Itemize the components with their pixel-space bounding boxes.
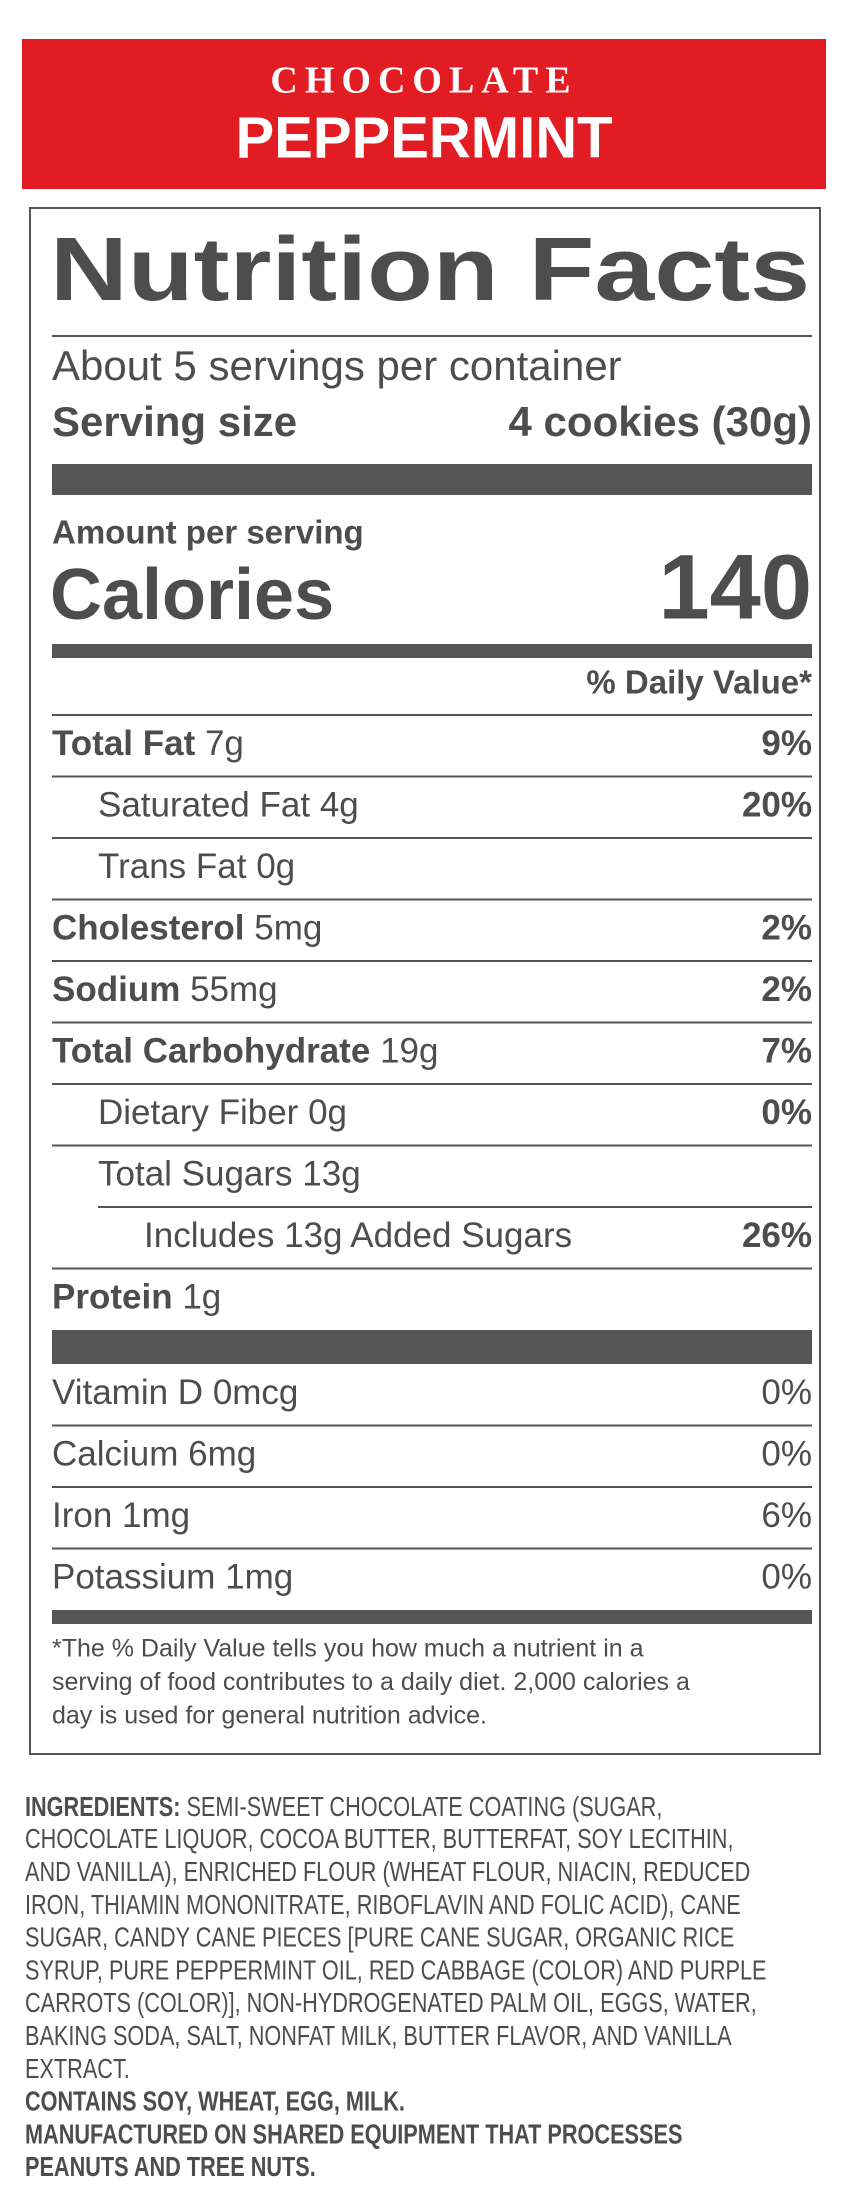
nutrient-dv: 2%: [761, 970, 812, 1009]
vitamin-dv: 0%: [761, 1435, 812, 1474]
ingredients-line: INGREDIENTS: SEMI-SWEET CHOCOLATE COATIN…: [25, 1791, 662, 1822]
nutrient-text: Saturated Fat 4g: [98, 786, 359, 825]
nutrient-text: Protein 1g: [52, 1278, 221, 1317]
nutrient-text: Includes 13g Added Sugars: [144, 1216, 572, 1255]
nutrient-name: Total Carbohydrate: [52, 1032, 370, 1071]
servings: About 5 servings per container: [52, 342, 622, 389]
footnote: serving of food contributes to a daily d…: [52, 1668, 690, 1696]
vitamin-text: Iron 1mg: [52, 1496, 190, 1535]
ingredients-label: INGREDIENTS:: [25, 1791, 180, 1822]
nutrient-text: Total Sugars 13g: [98, 1155, 361, 1194]
nutrient-name: Protein: [52, 1278, 173, 1317]
nutrient-dv: 26%: [742, 1216, 812, 1255]
nutrient-name: Saturated Fat: [98, 786, 310, 825]
footnote: *The % Daily Value tells you how much a …: [52, 1635, 644, 1663]
ingredients-text: SEMI-SWEET CHOCOLATE COATING (SUGAR,: [186, 1791, 662, 1822]
nutrient-amount: 4g: [320, 786, 359, 825]
banner-line1: CHOCOLATE: [270, 60, 577, 102]
vitamin-name: Vitamin D: [52, 1373, 203, 1412]
vitamin-amount: 0mcg: [213, 1373, 299, 1412]
nutrient-name: Sodium: [52, 970, 180, 1009]
nutrient-amount: 0g: [256, 847, 295, 886]
nutrient-text: Total Fat 7g: [52, 724, 244, 763]
nutrient-name: Trans Fat: [98, 847, 247, 886]
serving-size-value: 4 cookies (30g): [509, 398, 812, 445]
vitamin-name: Iron: [52, 1496, 112, 1535]
nutrient-text: Trans Fat 0g: [98, 847, 295, 886]
nutrient-amount: 19g: [380, 1032, 438, 1071]
vitamin-dv: 6%: [761, 1496, 812, 1535]
serving-size-label: Serving size: [52, 398, 297, 445]
nutrient-name: Total Sugars: [98, 1155, 293, 1194]
ingredients-line: BAKING SODA, SALT, NONFAT MILK, BUTTER F…: [25, 2020, 732, 2051]
calories-label: Calories: [50, 555, 334, 635]
nutrient-amount: 55mg: [190, 970, 278, 1009]
nutrient-rows: Total Fat 7g 9% Saturated Fat 4g 20% Trans F…: [52, 724, 812, 1730]
footnote: day is used for general nutrition advice…: [52, 1702, 487, 1730]
calories-value: 140: [659, 536, 813, 638]
nutrient-name: Includes 13g Added Sugars: [144, 1216, 572, 1255]
vitamin-dv: 0%: [761, 1373, 812, 1412]
ingredients-line: CARROTS (COLOR)], NON-HYDROGENATED PALM …: [25, 1988, 757, 2019]
vitamin-text: Vitamin D 0mcg: [52, 1373, 298, 1412]
banner-line2: PEPPERMINT: [235, 105, 612, 170]
banner: [22, 39, 826, 189]
allergen-line: PEANUTS AND TREE NUTS.: [25, 2152, 316, 2183]
vitamin-amount: 6mg: [188, 1435, 256, 1474]
ingredients: INGREDIENTS: SEMI-SWEET CHOCOLATE COATIN…: [25, 1791, 766, 2183]
ingredients-line: IRON, THIAMIN MONONITRATE, RIBOFLAVIN AN…: [25, 1889, 741, 1920]
medium-bar: [52, 1610, 812, 1624]
ingredients-line: SUGAR, CANDY CANE PIECES [PURE CANE SUGA…: [25, 1922, 734, 1953]
dv-header: % Daily Value*: [586, 664, 812, 701]
vitamin-name: Potassium: [52, 1558, 215, 1597]
nutrient-amount: 13g: [302, 1155, 360, 1194]
vitamin-amount: 1mg: [225, 1558, 293, 1597]
ingredients-line: SYRUP, PURE PEPPERMINT OIL, RED CABBAGE …: [25, 1955, 766, 1986]
ingredients-line: AND VANILLA), ENRICHED FLOUR (WHEAT FLOU…: [25, 1856, 750, 1887]
nutrient-text: Total Carbohydrate 19g: [52, 1032, 438, 1071]
allergen-line: CONTAINS SOY, WHEAT, EGG, MILK.: [25, 2086, 405, 2117]
allergen-line: MANUFACTURED ON SHARED EQUIPMENT THAT PR…: [25, 2119, 682, 2150]
label-title: Nutrition Facts: [50, 220, 810, 320]
nutrient-amount: 5mg: [254, 909, 322, 948]
vitamin-amount: 1mg: [122, 1496, 190, 1535]
nutrient-name: Cholesterol: [52, 909, 245, 948]
thick-bar: [52, 1330, 812, 1364]
nutrient-amount: 0g: [308, 1093, 347, 1132]
nutrient-dv: 0%: [761, 1093, 812, 1132]
thick-bar: [52, 464, 812, 495]
medium-bar: [52, 644, 812, 658]
nutrient-text: Dietary Fiber 0g: [98, 1093, 347, 1132]
nutrient-dv: 9%: [761, 724, 812, 763]
nutrient-amount: 1g: [182, 1278, 221, 1317]
vitamin-text: Potassium 1mg: [52, 1558, 293, 1597]
nutrient-dv: 20%: [742, 786, 812, 825]
vitamin-dv: 0%: [761, 1558, 812, 1597]
ingredients-line: EXTRACT.: [25, 2053, 130, 2084]
nutrient-dv: 2%: [761, 909, 812, 948]
vitamin-text: Calcium 6mg: [52, 1435, 256, 1474]
nutrient-name: Dietary Fiber: [98, 1093, 299, 1132]
nutrient-text: Cholesterol 5mg: [52, 909, 322, 948]
amount-per-serving: Amount per serving: [52, 514, 364, 551]
vitamin-name: Calcium: [52, 1435, 178, 1474]
nutrient-dv: 7%: [761, 1032, 812, 1071]
label-border: [29, 207, 821, 1755]
nutrient-text: Sodium 55mg: [52, 970, 278, 1009]
nutrient-name: Total Fat: [52, 724, 196, 763]
nutrient-amount: 7g: [205, 724, 244, 763]
ingredients-line: CHOCOLATE LIQUOR, COCOA BUTTER, BUTTERFA…: [25, 1824, 733, 1855]
